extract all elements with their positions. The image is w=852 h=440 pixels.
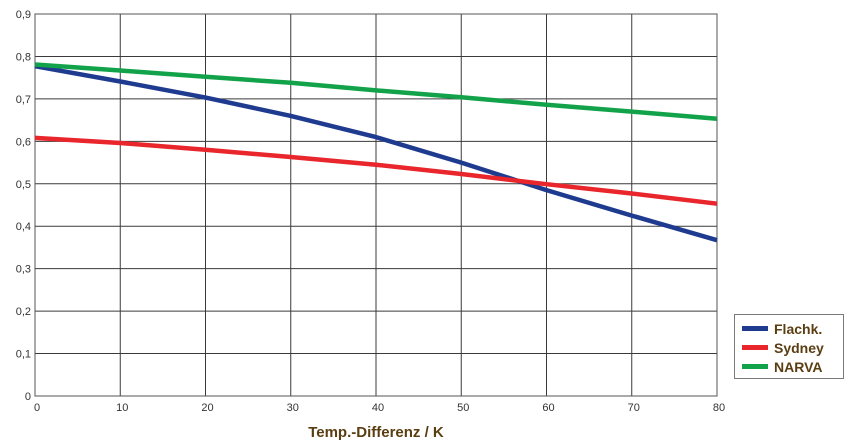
y-tick-label: 0,8 xyxy=(16,51,31,63)
y-axis-ticks: 0 0,1 0,2 0,3 0,4 0,5 0,6 0,7 0,8 0,9 xyxy=(16,9,31,403)
x-tick-label: 50 xyxy=(457,402,469,414)
plot-frame xyxy=(34,13,718,397)
grid xyxy=(35,14,717,396)
legend-label-narva: NARVA xyxy=(774,358,823,375)
y-tick-label: 0 xyxy=(25,391,31,403)
legend-item-narva: NARVA xyxy=(742,357,843,376)
x-tick-label: 0 xyxy=(34,402,40,414)
series-line-sydney xyxy=(34,135,718,206)
legend-item-flachk: Flachk. xyxy=(742,319,843,338)
legend-swatch-narva xyxy=(742,364,768,369)
y-tick-label: 0,3 xyxy=(16,264,31,276)
legend-swatch-sydney xyxy=(742,345,768,350)
x-tick-label: 70 xyxy=(628,402,640,414)
y-tick-label: 0,6 xyxy=(16,136,31,148)
legend-item-sydney: Sydney xyxy=(742,338,843,357)
legend: Flachk. Sydney NARVA xyxy=(734,314,844,379)
x-tick-label: 40 xyxy=(372,402,384,414)
x-tick-label: 30 xyxy=(287,402,299,414)
legend-swatch-flachk xyxy=(742,326,768,331)
legend-label-flachk: Flachk. xyxy=(774,320,823,337)
x-tick-label: 80 xyxy=(713,402,725,414)
x-axis-label: Temp.-Differenz / K xyxy=(308,424,444,440)
y-tick-label: 0,2 xyxy=(16,306,31,318)
series-line-flachk xyxy=(34,63,718,243)
x-tick-label: 60 xyxy=(542,402,554,414)
x-tick-label: 20 xyxy=(201,402,213,414)
y-tick-label: 0,4 xyxy=(16,221,31,233)
series-lines xyxy=(34,62,718,243)
x-tick-label: 10 xyxy=(116,402,128,414)
y-tick-label: 0,5 xyxy=(16,179,31,191)
legend-label-sydney: Sydney xyxy=(774,339,824,356)
x-axis-ticks: 0 10 20 30 40 50 60 70 80 xyxy=(34,402,725,414)
series-line-narva xyxy=(34,62,718,122)
y-tick-label: 0,7 xyxy=(16,94,31,106)
y-tick-label: 0,1 xyxy=(16,349,31,361)
y-tick-label: 0,9 xyxy=(16,9,31,21)
